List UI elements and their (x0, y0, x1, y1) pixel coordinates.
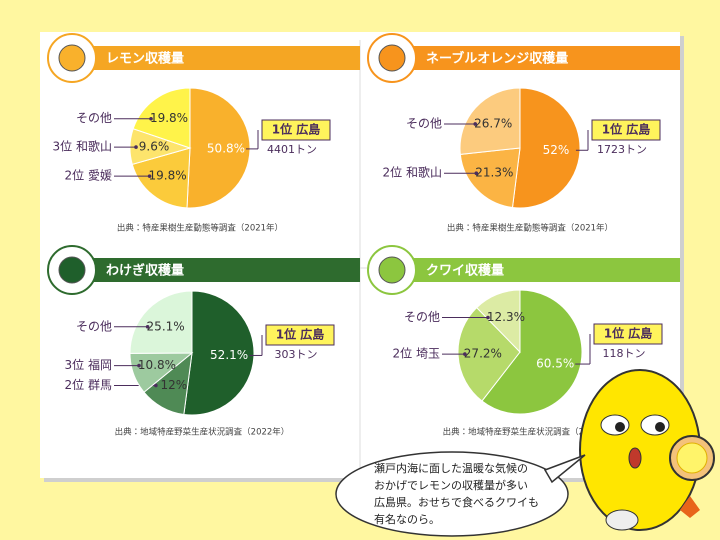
pie-slice (459, 147, 521, 209)
pie-slice (131, 147, 191, 209)
value-label: 10.8% (138, 358, 176, 372)
leader-dot (474, 171, 479, 176)
pie-slice (511, 87, 581, 209)
value-label: 60.5% (536, 357, 574, 371)
leader-dot (463, 352, 467, 356)
category-label: その他 (404, 310, 440, 324)
chart-title: レモン収穫量 (106, 51, 184, 67)
leader-dot (473, 122, 478, 126)
category-label: その他 (76, 111, 112, 125)
value-label: 26.7% (474, 116, 512, 130)
speech-line: 有名なのら。 (374, 512, 440, 526)
value-label: 21.3% (475, 166, 513, 180)
mascot (579, 369, 715, 531)
value-label: 19.8% (150, 111, 188, 125)
chart-title: クワイ収穫量 (426, 263, 504, 279)
category-label: 3位 和歌山 (53, 140, 112, 154)
category-box (261, 119, 331, 141)
speech-line: 瀬戸内海に面した温暖な気候の (374, 461, 528, 475)
category-label: 2位 和歌山 (383, 166, 442, 180)
category-label: 2位 愛媛 (65, 169, 112, 183)
header-icon-fruit (58, 44, 86, 72)
header-icon-fruit (378, 256, 406, 284)
leader-dot (147, 174, 152, 178)
header-icon-fruit (378, 44, 406, 72)
value-label: 12% (161, 378, 188, 392)
annotation: 118トン (603, 347, 646, 360)
value-label: 52.1% (210, 348, 248, 362)
category-label: その他 (76, 319, 112, 333)
pie-slice (457, 306, 521, 402)
chart-title: わけぎ収穫量 (106, 263, 184, 279)
source: 出典：地域特産野菜生産状況調査（2022年） (115, 427, 290, 438)
pie-slice (476, 289, 521, 354)
leader-dot (137, 363, 141, 368)
header-bar (388, 46, 680, 70)
category-box (593, 323, 663, 345)
annotation: 1723トン (597, 143, 647, 156)
header-bar (68, 46, 360, 70)
header-bar (68, 258, 360, 282)
value-label: 27.2% (464, 347, 502, 361)
value-label: 12.3% (487, 310, 525, 324)
speech-bubble (335, 451, 586, 537)
category-label: 2位 埼玉 (393, 347, 440, 361)
pie-slice (183, 290, 255, 416)
category-label: 1位 広島 (604, 326, 653, 341)
pie-slice (129, 290, 193, 354)
value-label: 50.8% (207, 141, 245, 155)
source: 出典：特産果樹生産動態等調査（2021年） (447, 223, 613, 234)
leader-dot (145, 324, 150, 329)
value-label: 9.6% (139, 140, 170, 154)
category-label: 2位 群馬 (65, 378, 112, 392)
header-icon-fruit (58, 256, 86, 284)
category-label: その他 (406, 116, 442, 130)
speech-line: 広島県。おせちで食べるクワイも (374, 495, 539, 509)
pie-slice (132, 87, 191, 149)
category-box (265, 324, 335, 346)
leader-dot (486, 315, 490, 320)
value-label: 25.1% (147, 319, 185, 333)
source: 出典：特産果樹生産動態等調査（2021年） (117, 223, 283, 234)
speech-text: 瀬戸内海に面した温暖な気候のおかげでレモンの収穫量が多い広島県。おせちで食べるク… (374, 461, 539, 526)
category-label: 1位 広島 (602, 122, 651, 137)
category-label: 1位 広島 (276, 327, 325, 342)
pie-slice (459, 87, 521, 155)
chart-title: ネーブルオレンジ収穫量 (426, 51, 568, 67)
source: 出典：地域特産野菜生産状況調査（2022年） (443, 427, 618, 438)
value-label: 52% (543, 143, 570, 157)
category-label: 1位 広島 (272, 122, 321, 137)
header-bar (388, 258, 680, 282)
category-box (591, 119, 661, 141)
pie-slice (481, 289, 583, 415)
leader-dot (149, 116, 153, 121)
value-label: 19.8% (149, 169, 187, 183)
category-label: 3位 福岡 (65, 357, 112, 372)
annotation: 4401トン (267, 143, 317, 156)
pie-slice (186, 87, 251, 209)
speech-line: おかげでレモンの収穫量が多い (374, 478, 528, 492)
leader-dot (154, 383, 158, 388)
leader-dot (134, 145, 138, 149)
annotation: 303トン (275, 348, 318, 361)
